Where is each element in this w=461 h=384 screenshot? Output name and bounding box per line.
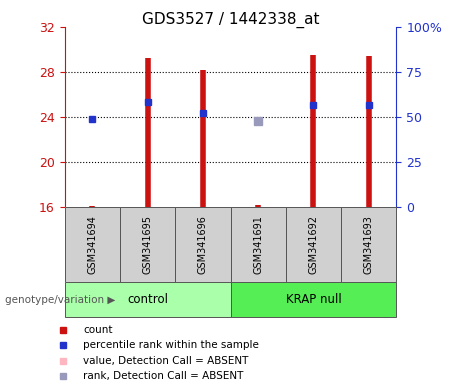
Text: value, Detection Call = ABSENT: value, Detection Call = ABSENT: [83, 356, 248, 366]
FancyBboxPatch shape: [230, 282, 396, 317]
Text: GSM341696: GSM341696: [198, 215, 208, 274]
FancyBboxPatch shape: [341, 207, 396, 282]
FancyBboxPatch shape: [65, 282, 230, 317]
Text: control: control: [127, 293, 168, 306]
Text: GDS3527 / 1442338_at: GDS3527 / 1442338_at: [142, 12, 319, 28]
Text: GSM341691: GSM341691: [253, 215, 263, 274]
FancyBboxPatch shape: [120, 207, 175, 282]
Text: count: count: [83, 325, 112, 335]
Text: percentile rank within the sample: percentile rank within the sample: [83, 340, 259, 350]
Text: GSM341693: GSM341693: [364, 215, 374, 274]
Text: GSM341694: GSM341694: [87, 215, 97, 274]
FancyBboxPatch shape: [286, 207, 341, 282]
Text: GSM341695: GSM341695: [142, 215, 153, 274]
Text: rank, Detection Call = ABSENT: rank, Detection Call = ABSENT: [83, 371, 243, 381]
Text: KRAP null: KRAP null: [286, 293, 341, 306]
FancyBboxPatch shape: [230, 207, 286, 282]
FancyBboxPatch shape: [175, 207, 230, 282]
Text: genotype/variation ▶: genotype/variation ▶: [5, 295, 115, 305]
Text: GSM341692: GSM341692: [308, 215, 319, 274]
FancyBboxPatch shape: [65, 207, 120, 282]
